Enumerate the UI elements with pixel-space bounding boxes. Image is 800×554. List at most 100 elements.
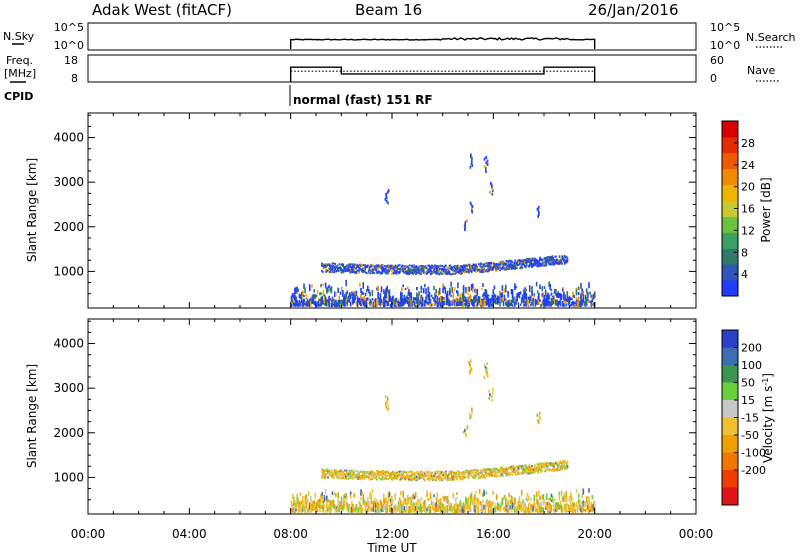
echo-point: [549, 301, 551, 307]
echo-point: [522, 471, 524, 474]
echo-point: [483, 504, 485, 510]
echo-point: [544, 470, 547, 473]
echo-point: [519, 266, 522, 269]
echo-point: [563, 464, 565, 467]
echo-point: [314, 492, 317, 499]
echo-point: [546, 465, 548, 468]
echo-point: [351, 469, 353, 472]
echo-point: [363, 477, 366, 480]
echo-point: [349, 263, 351, 266]
echo-point: [353, 469, 356, 472]
echo-point: [462, 270, 464, 273]
echo-point: [456, 270, 459, 273]
echo-point: [416, 297, 418, 304]
echo-point: [454, 502, 457, 506]
echo-point: [480, 475, 483, 478]
echo-point: [431, 476, 434, 479]
echo-point: [523, 303, 525, 307]
echo-point: [308, 300, 311, 304]
echo-point: [590, 504, 593, 508]
echo-point: [516, 267, 518, 269]
echo-point: [531, 507, 533, 513]
echo-point: [548, 467, 550, 470]
echo-point: [552, 467, 555, 470]
echo-point: [450, 506, 452, 510]
echo-point: [414, 472, 416, 475]
echo-point: [387, 189, 390, 192]
echo-point: [435, 265, 437, 268]
echo-point: [549, 511, 551, 514]
echo-point: [565, 256, 568, 258]
echo-point: [532, 471, 534, 474]
echo-point: [573, 295, 575, 299]
echo-point: [388, 266, 391, 269]
echo-point: [438, 297, 441, 303]
echo-point: [540, 469, 542, 472]
echo-point: [590, 300, 593, 307]
echo-point: [552, 464, 555, 467]
echo-point: [526, 497, 529, 503]
echo-point: [340, 503, 343, 509]
nsky-frame: [87, 22, 697, 51]
echo-point: [444, 509, 447, 513]
echo-point: [538, 260, 540, 262]
echo-point: [477, 473, 479, 476]
echo-point: [543, 470, 546, 473]
echo-point: [464, 271, 467, 274]
echo-point: [360, 504, 362, 511]
echo-point: [410, 499, 412, 506]
colorbar-swatch: [722, 216, 738, 233]
echo-point: [550, 463, 553, 466]
echo-point: [454, 475, 456, 478]
echo-point: [459, 298, 461, 302]
echo-point: [495, 471, 498, 474]
echo-point: [430, 476, 432, 479]
echo-point: [466, 264, 469, 267]
echo-point: [571, 504, 573, 510]
echo-point: [458, 472, 461, 474]
echo-point: [517, 259, 520, 262]
echo-point: [291, 296, 294, 301]
echo-point: [405, 272, 407, 275]
echo-point: [500, 267, 502, 270]
echo-point: [356, 477, 359, 480]
echo-point: [510, 497, 513, 504]
echo-point: [340, 267, 343, 270]
echo-point: [542, 499, 545, 506]
echo-point: [451, 300, 453, 306]
echo-point: [405, 295, 408, 301]
echo-point: [372, 269, 375, 272]
echo-point: [353, 471, 355, 474]
echo-point: [323, 294, 326, 298]
echo-point: [451, 287, 453, 293]
echo-point: [455, 272, 457, 275]
echo-point: [323, 495, 326, 500]
echo-point: [360, 508, 362, 513]
echo-point: [546, 295, 548, 301]
echo-point: [384, 272, 387, 275]
echo-point: [502, 470, 505, 473]
echo-point: [330, 304, 333, 307]
echo-point: [321, 497, 323, 504]
echo-point: [551, 262, 554, 265]
echo-point: [320, 299, 322, 304]
echo-point: [505, 466, 508, 469]
echo-point: [471, 407, 473, 411]
echo-point: [551, 255, 554, 258]
echo-point: [384, 503, 386, 511]
echo-point: [587, 500, 589, 505]
echo-point: [517, 263, 520, 266]
echo-point: [467, 264, 469, 267]
echo-point: [393, 505, 395, 509]
echo-point: [562, 460, 564, 463]
echo-point: [553, 262, 555, 265]
echo-point: [438, 272, 440, 275]
echo-point: [499, 267, 501, 270]
echo-point: [337, 506, 339, 513]
echo-point: [468, 371, 471, 375]
echo-point: [304, 287, 306, 294]
echo-point: [411, 264, 414, 267]
echo-point: [336, 505, 338, 513]
echo-point: [460, 272, 462, 275]
